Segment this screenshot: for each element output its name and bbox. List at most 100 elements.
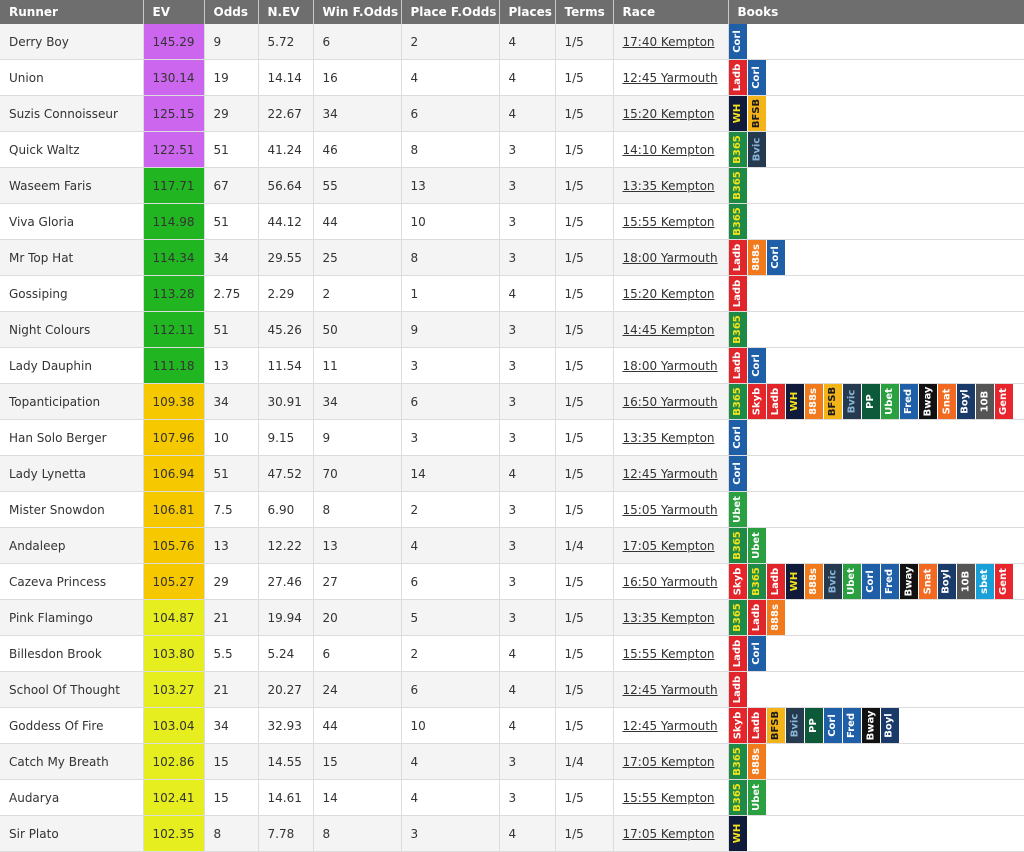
bookmaker-badge[interactable]: 888s [805,384,823,419]
bookmaker-badge[interactable]: BFSB [748,96,766,131]
bookmaker-badge[interactable]: PP [862,384,880,419]
header-place-f-odds[interactable]: Place F.Odds [401,0,499,24]
bookmaker-badge[interactable]: Skyb [729,708,747,743]
race-link[interactable]: 17:05 Kempton [623,539,715,553]
bookmaker-badge[interactable]: Bway [900,564,918,599]
header-places[interactable]: Places [499,0,555,24]
bookmaker-badge[interactable]: WH [786,564,804,599]
bookmaker-badge[interactable]: Ubet [748,528,766,563]
header-race[interactable]: Race [613,0,728,24]
bookmaker-badge[interactable]: Snat [938,384,956,419]
bookmaker-badge[interactable]: Ladb [748,600,766,635]
race-link[interactable]: 17:05 Kempton [623,755,715,769]
bookmaker-badge[interactable]: Bvic [748,132,766,167]
header-nev[interactable]: N.EV [258,0,313,24]
race-link[interactable]: 17:40 Kempton [623,35,715,49]
race-link[interactable]: 13:35 Kempton [623,179,715,193]
bookmaker-badge[interactable]: B365 [729,600,747,635]
bookmaker-badge[interactable]: Boyl [938,564,956,599]
bookmaker-badge[interactable]: Ubet [729,492,747,527]
bookmaker-badge[interactable]: Ladb [729,240,747,275]
bookmaker-badge[interactable]: Bway [919,384,937,419]
bookmaker-badge[interactable]: Corl [748,636,766,671]
race-link[interactable]: 15:20 Kempton [623,287,715,301]
bookmaker-badge[interactable]: Corl [824,708,842,743]
bookmaker-badge[interactable]: Ladb [729,60,747,95]
bookmaker-badge[interactable]: B365 [729,204,747,239]
race-link[interactable]: 14:45 Kempton [623,323,715,337]
bookmaker-badge[interactable]: Corl [748,348,766,383]
bookmaker-badge[interactable]: B365 [748,564,766,599]
bookmaker-badge[interactable]: Ladb [767,384,785,419]
header-books[interactable]: Books [728,0,1024,24]
bookmaker-badge[interactable]: Ladb [767,564,785,599]
bookmaker-badge[interactable]: Boyl [881,708,899,743]
bookmaker-badge[interactable]: 888s [748,744,766,779]
bookmaker-badge[interactable]: B365 [729,168,747,203]
race-link[interactable]: 15:55 Kempton [623,647,715,661]
race-link[interactable]: 15:55 Kempton [623,791,715,805]
header-terms[interactable]: Terms [555,0,613,24]
bookmaker-badge[interactable]: Bway [862,708,880,743]
bookmaker-badge[interactable]: 10B [976,384,994,419]
bookmaker-badge[interactable]: Ladb [729,276,747,311]
bookmaker-badge[interactable]: Bvic [824,564,842,599]
header-win-f-odds[interactable]: Win F.Odds [313,0,401,24]
race-link[interactable]: 12:45 Yarmouth [623,467,718,481]
bookmaker-badge[interactable]: Ladb [729,636,747,671]
race-link[interactable]: 18:00 Yarmouth [623,251,718,265]
race-link[interactable]: 13:35 Kempton [623,431,715,445]
bookmaker-badge[interactable]: WH [729,816,747,851]
race-link[interactable]: 12:45 Yarmouth [623,71,718,85]
bookmaker-badge[interactable]: Corl [729,420,747,455]
bookmaker-badge[interactable]: Bvic [843,384,861,419]
bookmaker-badge[interactable]: Ubet [843,564,861,599]
bookmaker-badge[interactable]: Corl [729,456,747,491]
bookmaker-badge[interactable]: BFSB [824,384,842,419]
bookmaker-badge[interactable]: Fred [881,564,899,599]
race-link[interactable]: 15:20 Kempton [623,107,715,121]
race-link[interactable]: 15:05 Yarmouth [623,503,718,517]
header-ev[interactable]: EV [143,0,204,24]
bookmaker-badge[interactable]: B365 [729,780,747,815]
bookmaker-badge[interactable]: B365 [729,384,747,419]
header-runner[interactable]: Runner [0,0,143,24]
race-link[interactable]: 12:45 Yarmouth [623,719,718,733]
bookmaker-badge[interactable]: 888s [748,240,766,275]
bookmaker-badge[interactable]: Gent [995,384,1013,419]
bookmaker-badge[interactable]: 10B [957,564,975,599]
bookmaker-badge[interactable]: Boyl [957,384,975,419]
bookmaker-badge[interactable]: WH [786,384,804,419]
race-link[interactable]: 18:00 Yarmouth [623,359,718,373]
bookmaker-badge[interactable]: B365 [729,132,747,167]
bookmaker-badge[interactable]: 888s [805,564,823,599]
bookmaker-badge[interactable]: Skyb [748,384,766,419]
bookmaker-badge[interactable]: Skyb [729,564,747,599]
race-link[interactable]: 13:35 Kempton [623,611,715,625]
bookmaker-badge[interactable]: Bvic [786,708,804,743]
bookmaker-badge[interactable]: Fred [843,708,861,743]
bookmaker-badge[interactable]: Fred [900,384,918,419]
bookmaker-badge[interactable]: Corl [862,564,880,599]
bookmaker-badge[interactable]: Ubet [881,384,899,419]
bookmaker-badge[interactable]: WH [729,96,747,131]
bookmaker-badge[interactable]: B365 [729,312,747,347]
bookmaker-badge[interactable]: B365 [729,528,747,563]
header-odds[interactable]: Odds [204,0,258,24]
bookmaker-badge[interactable]: BFSB [767,708,785,743]
bookmaker-badge[interactable]: Snat [919,564,937,599]
bookmaker-badge[interactable]: Corl [748,60,766,95]
race-link[interactable]: 16:50 Yarmouth [623,575,718,589]
bookmaker-badge[interactable]: Ubet [748,780,766,815]
bookmaker-badge[interactable]: 888s [767,600,785,635]
race-link[interactable]: 12:45 Yarmouth [623,683,718,697]
bookmaker-badge[interactable]: Ladb [729,672,747,707]
bookmaker-badge[interactable]: Ladb [748,708,766,743]
race-link[interactable]: 17:05 Kempton [623,827,715,841]
race-link[interactable]: 15:55 Kempton [623,215,715,229]
bookmaker-badge[interactable]: Ladb [729,348,747,383]
bookmaker-badge[interactable]: Corl [729,24,747,59]
race-link[interactable]: 16:50 Yarmouth [623,395,718,409]
bookmaker-badge[interactable]: PP [805,708,823,743]
bookmaker-badge[interactable]: sbet [976,564,994,599]
